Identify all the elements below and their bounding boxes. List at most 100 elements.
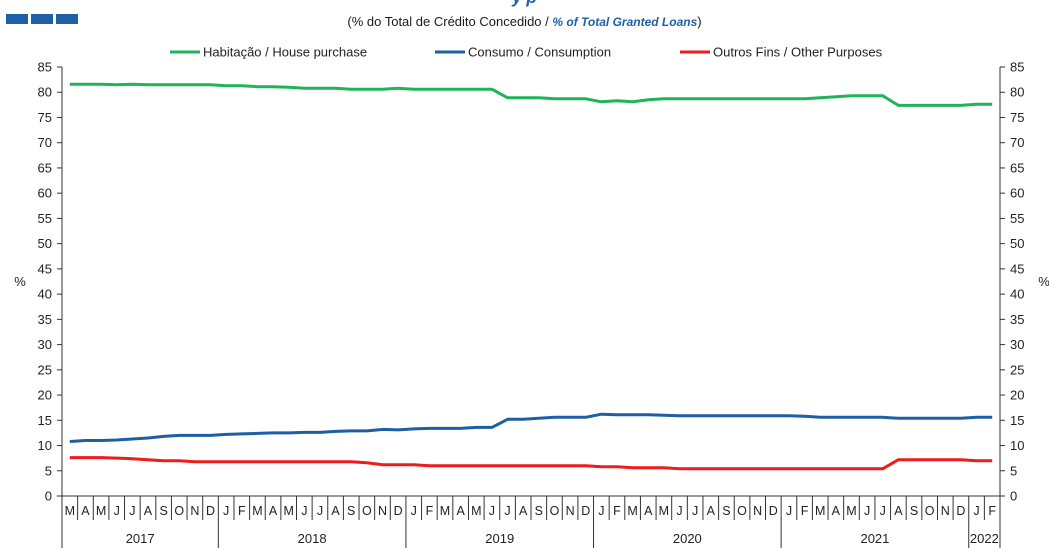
month-tick-label: D [206, 504, 215, 518]
month-tick-label: S [722, 504, 730, 518]
month-tick-label: J [692, 504, 698, 518]
month-tick-label: O [737, 504, 747, 518]
month-tick-label: J [504, 504, 510, 518]
y-tick-label-left: 50 [38, 236, 52, 251]
month-tick-label: J [598, 504, 604, 518]
y-tick-label-left: 5 [45, 463, 52, 478]
month-tick-label: O [174, 504, 184, 518]
month-tick-label: J [864, 504, 870, 518]
month-tick-label: J [223, 504, 229, 518]
y-tick-label-left: 0 [45, 489, 52, 504]
y-tick-label-left: 25 [38, 362, 52, 377]
month-tick-label: A [707, 504, 716, 518]
month-tick-label: M [815, 504, 825, 518]
month-tick-label: M [65, 504, 75, 518]
y-axis-label-left: % [14, 274, 26, 289]
month-tick-label: J [786, 504, 792, 518]
year-tick-label: 2019 [485, 531, 514, 546]
month-tick-label: D [956, 504, 965, 518]
month-tick-label: N [566, 504, 575, 518]
month-tick-label: J [973, 504, 979, 518]
y-tick-label-left: 55 [38, 211, 52, 226]
month-tick-label: A [81, 504, 90, 518]
month-tick-label: A [456, 504, 465, 518]
month-tick-label: S [535, 504, 543, 518]
y-tick-label-right: 10 [1010, 438, 1024, 453]
month-tick-label: M [440, 504, 450, 518]
month-tick-label: M [252, 504, 262, 518]
y-tick-label-right: 70 [1010, 135, 1024, 150]
y-tick-label-right: 45 [1010, 261, 1024, 276]
series-line-3 [70, 458, 992, 469]
month-tick-label: M [659, 504, 669, 518]
y-tick-label-left: 75 [38, 110, 52, 125]
month-tick-label: A [144, 504, 153, 518]
month-tick-label: J [114, 504, 120, 518]
month-tick-label: F [988, 504, 996, 518]
month-tick-label: J [301, 504, 307, 518]
month-tick-label: J [317, 504, 323, 518]
y-tick-label-left: 40 [38, 287, 52, 302]
month-tick-label: S [347, 504, 355, 518]
month-tick-label: S [159, 504, 167, 518]
year-tick-label: 2017 [126, 531, 155, 546]
year-tick-label: 2021 [860, 531, 889, 546]
month-tick-label: O [362, 504, 372, 518]
month-tick-label: A [331, 504, 340, 518]
y-tick-label-left: 45 [38, 261, 52, 276]
month-tick-label: S [910, 504, 918, 518]
y-tick-label-left: 10 [38, 438, 52, 453]
y-tick-label-left: 30 [38, 337, 52, 352]
y-tick-label-left: 80 [38, 85, 52, 100]
month-tick-label: N [190, 504, 199, 518]
series-line-1 [70, 84, 992, 105]
month-tick-label: J [411, 504, 417, 518]
y-tick-label-left: 20 [38, 388, 52, 403]
y-tick-label-left: 65 [38, 160, 52, 175]
series-line-2 [70, 414, 992, 441]
month-tick-label: F [238, 504, 246, 518]
month-tick-label: J [880, 504, 886, 518]
legend-label-2: Consumo / Consumption [468, 45, 611, 60]
y-tick-label-right: 25 [1010, 362, 1024, 377]
y-tick-label-right: 80 [1010, 85, 1024, 100]
y-tick-label-right: 15 [1010, 413, 1024, 428]
month-tick-label: N [753, 504, 762, 518]
month-tick-label: D [394, 504, 403, 518]
y-tick-label-left: 60 [38, 186, 52, 201]
month-tick-label: M [471, 504, 481, 518]
month-tick-label: M [846, 504, 856, 518]
y-tick-label-right: 35 [1010, 312, 1024, 327]
y-tick-label-left: 35 [38, 312, 52, 327]
month-tick-label: A [644, 504, 653, 518]
y-axis-label-right: % [1038, 274, 1049, 289]
month-tick-label: J [129, 504, 135, 518]
y-tick-label-right: 30 [1010, 337, 1024, 352]
year-tick-label: 2022 [970, 531, 999, 546]
y-tick-label-left: 15 [38, 413, 52, 428]
month-tick-label: N [378, 504, 387, 518]
month-tick-label: O [550, 504, 560, 518]
y-tick-label-left: 70 [38, 135, 52, 150]
month-tick-label: D [581, 504, 590, 518]
month-tick-label: F [613, 504, 621, 518]
month-tick-label: M [283, 504, 293, 518]
legend-label-1: Habitação / House purchase [203, 45, 367, 60]
month-tick-label: N [941, 504, 950, 518]
y-tick-label-right: 65 [1010, 160, 1024, 175]
month-tick-label: A [269, 504, 278, 518]
month-tick-label: F [426, 504, 434, 518]
month-tick-label: F [801, 504, 809, 518]
y-tick-label-right: 0 [1010, 489, 1017, 504]
month-tick-label: A [894, 504, 903, 518]
y-tick-label-right: 75 [1010, 110, 1024, 125]
month-tick-label: D [769, 504, 778, 518]
y-tick-label-right: 50 [1010, 236, 1024, 251]
legend-label-3: Outros Fins / Other Purposes [713, 45, 883, 60]
y-tick-label-right: 5 [1010, 463, 1017, 478]
month-tick-label: A [832, 504, 841, 518]
y-tick-label-left: 85 [38, 60, 52, 75]
year-tick-label: 2018 [298, 531, 327, 546]
y-tick-label-right: 60 [1010, 186, 1024, 201]
